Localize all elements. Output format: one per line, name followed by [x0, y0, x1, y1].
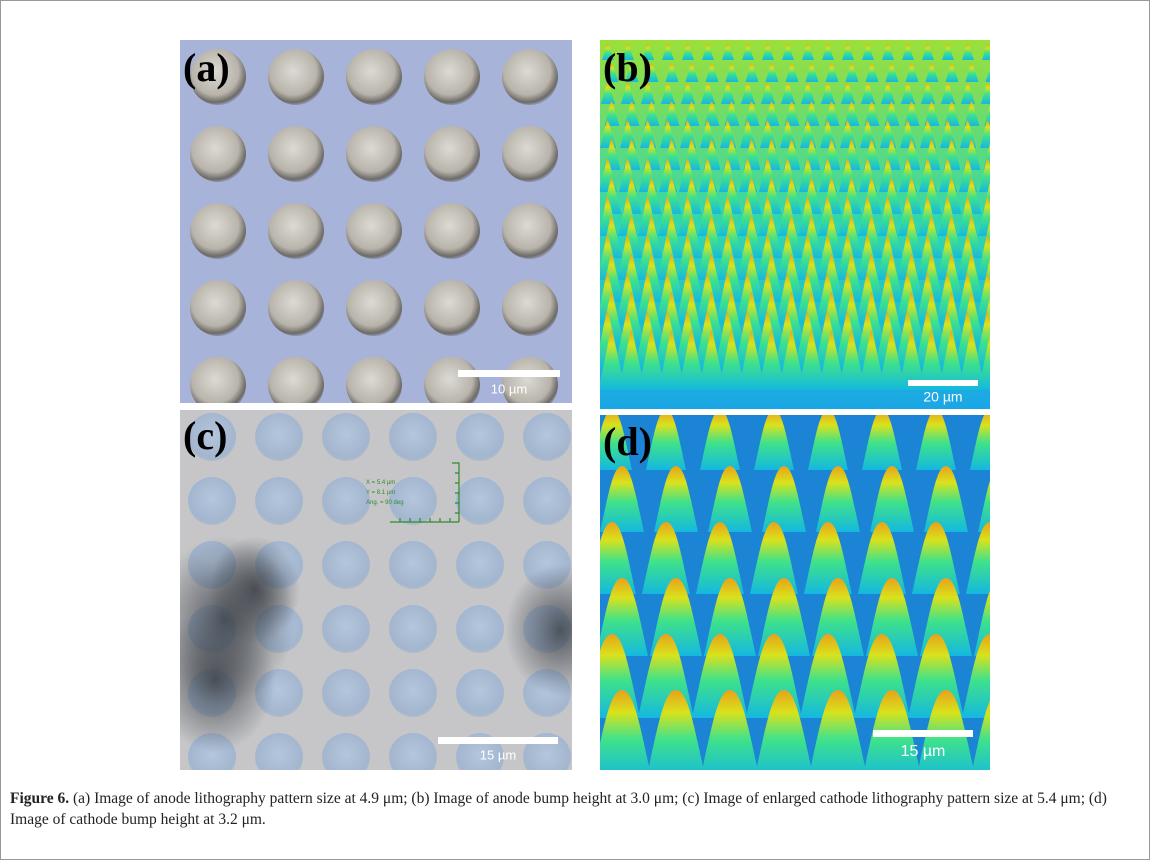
- bump: [502, 49, 558, 105]
- bump: [346, 126, 402, 182]
- overlay-text: Ang. = 90 deg: [366, 500, 404, 506]
- scale-bar: [908, 380, 978, 386]
- scale-bar: [438, 737, 558, 744]
- bump: [424, 280, 480, 336]
- overlay-text: Y = 8.1 µm: [366, 490, 395, 496]
- bump: [190, 203, 246, 259]
- bump: [389, 413, 437, 461]
- caption-text: (a) Image of anode lithography pattern s…: [10, 790, 1107, 828]
- bump: [322, 605, 370, 653]
- bump: [456, 477, 504, 525]
- bump: [322, 541, 370, 589]
- panel-label: (a): [183, 45, 230, 90]
- bump: [389, 733, 437, 781]
- bump: [322, 413, 370, 461]
- bump: [190, 126, 246, 182]
- panel-divider: [600, 409, 990, 415]
- bump: [456, 541, 504, 589]
- panel-d-image: [584, 410, 1030, 780]
- bump: [255, 413, 303, 461]
- panel-label: (d): [603, 419, 652, 464]
- scale-bar-label: 15 µm: [901, 743, 946, 760]
- bump: [502, 203, 558, 259]
- scale-bar: [873, 730, 973, 737]
- bump: [424, 49, 480, 105]
- bump: [456, 413, 504, 461]
- scale-bar-label: 10 µm: [491, 381, 527, 396]
- bump: [322, 477, 370, 525]
- bump: [424, 203, 480, 259]
- bump: [389, 541, 437, 589]
- figure-caption: Figure 6. (a) Image of anode lithography…: [10, 788, 1140, 830]
- bump: [268, 280, 324, 336]
- bump: [523, 477, 571, 525]
- bump: [268, 357, 324, 413]
- caption-label: Figure 6.: [10, 790, 69, 807]
- panel-a-image: [180, 40, 572, 413]
- bump: [346, 357, 402, 413]
- bump: [190, 280, 246, 336]
- bump: [255, 477, 303, 525]
- bump: [456, 669, 504, 717]
- panel-b-image: [595, 40, 1006, 410]
- overlay-text: X = 5.4 µm: [366, 480, 395, 486]
- bump: [346, 203, 402, 259]
- figure: (a) (b) (c) (d) 10 µm 20 µm 15 µm 15 µm …: [0, 0, 1152, 865]
- bump: [523, 413, 571, 461]
- bump: [188, 477, 236, 525]
- panel-label: (b): [603, 45, 652, 90]
- bump: [502, 126, 558, 182]
- bump: [190, 357, 246, 413]
- bump: [268, 203, 324, 259]
- scale-bar-label: 20 µm: [923, 389, 962, 405]
- page: (a) (b) (c) (d) 10 µm 20 µm 15 µm 15 µm …: [0, 0, 1152, 865]
- bump: [456, 605, 504, 653]
- bump: [346, 280, 402, 336]
- bump: [255, 733, 303, 781]
- scale-bar-label: 15 µm: [480, 747, 516, 762]
- dark-region: [210, 536, 300, 644]
- bump: [268, 126, 324, 182]
- scale-bar: [458, 370, 560, 377]
- bump: [268, 49, 324, 105]
- bump: [424, 357, 480, 413]
- bump: [322, 733, 370, 781]
- bump: [389, 669, 437, 717]
- bump: [389, 605, 437, 653]
- panel-label: (c): [183, 413, 227, 458]
- bump: [322, 669, 370, 717]
- bump: [346, 49, 402, 105]
- panel-c-image: [155, 410, 615, 781]
- bump: [502, 280, 558, 336]
- dark-region: [505, 564, 615, 696]
- bump: [424, 126, 480, 182]
